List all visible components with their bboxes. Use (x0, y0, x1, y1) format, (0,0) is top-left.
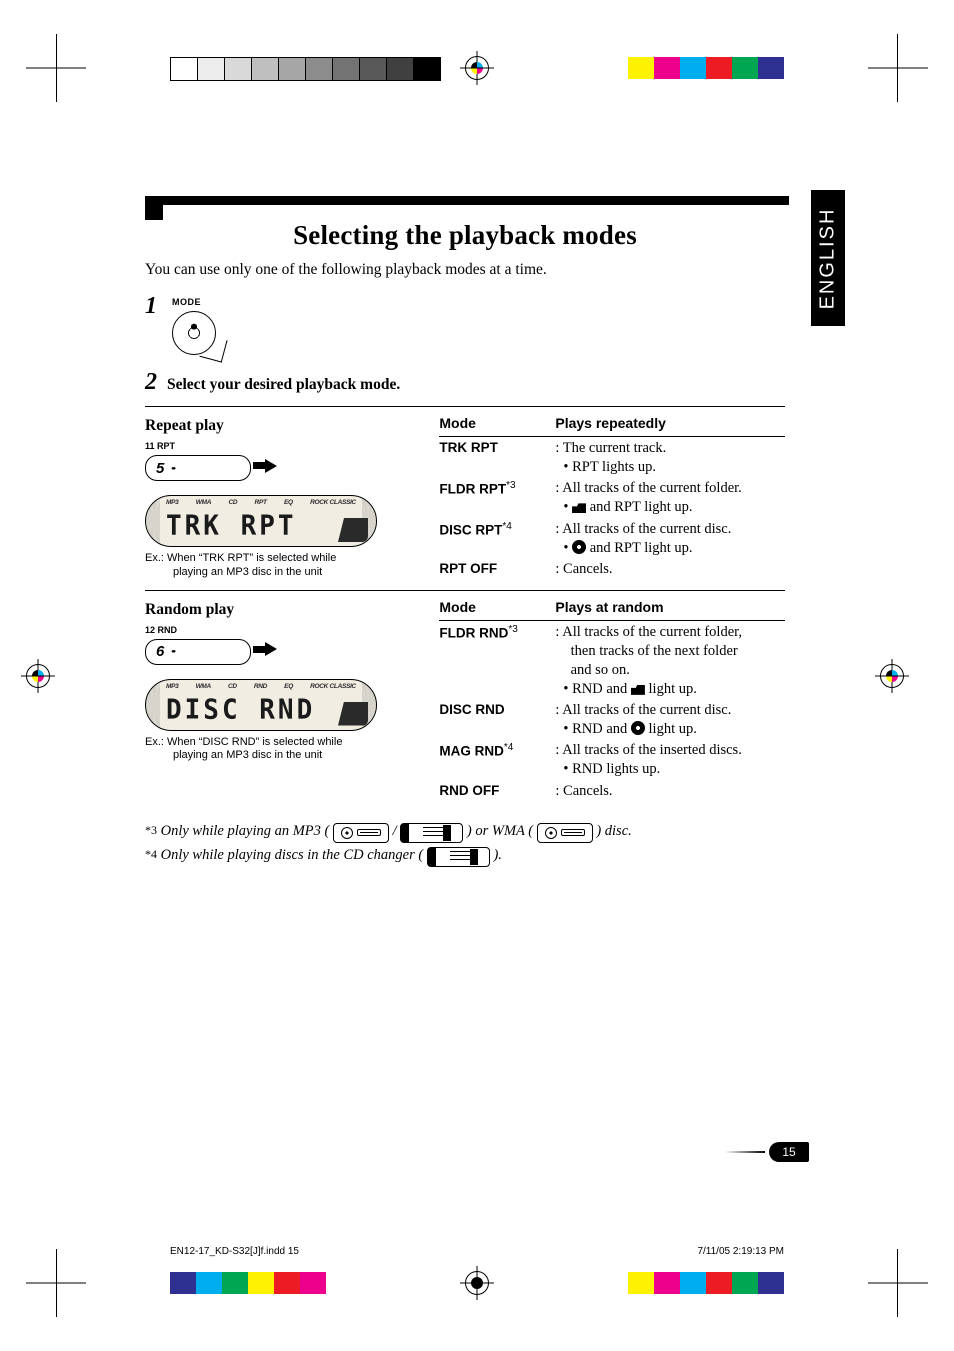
crop-mark (836, 34, 928, 102)
disc-icon (572, 540, 586, 554)
lead-text: You can use only one of the following pl… (145, 261, 809, 279)
lcd-ann: RND (254, 683, 267, 690)
crop-mark (26, 34, 118, 102)
table-row: RPT OFF: Cancels. (439, 558, 785, 579)
lcd-ann: WMA (196, 683, 211, 690)
disc-in-unit-icon (537, 823, 593, 843)
th-mode: Mode (439, 415, 555, 431)
repeat-block: Repeat play 11 RPT 5 ••• MP3 WMA CD RPT … (145, 406, 785, 580)
folder-icon (572, 503, 586, 513)
preset-number: 6 (156, 643, 164, 660)
step-2-text: Select your desired playback mode. (167, 376, 400, 394)
lcd-ann: EQ (284, 499, 293, 506)
table-header: Mode Plays at random (439, 595, 785, 621)
step-number: 1 (145, 293, 157, 320)
lcd-ann: WMA (196, 499, 211, 506)
table-row: RND OFF: Cancels. (439, 780, 785, 801)
footnote-mark: *4 (145, 847, 157, 861)
arrow-icon (265, 642, 277, 656)
lcd-display: MP3 WMA CD RPT EQ ROCK CLASSIC TRK RPT (145, 495, 377, 547)
crop-mark (26, 1249, 118, 1317)
lcd-display: MP3 WMA CD RND EQ ROCK CLASSIC DISC RND (145, 679, 377, 731)
th-mode: Mode (439, 599, 555, 615)
mode-knob-icon (172, 311, 216, 355)
imprint-file: EN12-17_KD-S32[J]f.indd 15 (170, 1246, 299, 1257)
lcd-ann: MP3 (166, 683, 178, 690)
th-desc: Plays repeatedly (555, 415, 785, 431)
folder-icon (631, 685, 645, 695)
table-row: MAG RND*4: All tracks of the inserted di… (439, 739, 785, 779)
step-number: 2 (145, 369, 157, 396)
footnotes: *3 Only while playing an MP3 ( / ) or WM… (145, 823, 809, 867)
random-block: Random play 12 RND 6 ••• MP3 WMA CD RND … (145, 590, 785, 801)
lcd-caption: Ex.: When “TRK RPT” is selected while pl… (145, 552, 375, 580)
registration-mark (880, 664, 904, 688)
step-1: 1 MODE (145, 293, 809, 355)
color-bar (170, 1272, 326, 1294)
grayscale-bar (170, 57, 440, 79)
th-desc: Plays at random (555, 599, 785, 615)
disc-in-unit-icon (333, 823, 389, 843)
lcd-ann: ROCK CLASSIC (310, 683, 356, 690)
arrow-icon (265, 459, 277, 473)
footnote-mark: *3 (145, 823, 157, 837)
preset-button: 6 ••• (145, 639, 251, 665)
language-tab: ENGLISH (811, 190, 845, 326)
cd-changer-icon (427, 847, 490, 867)
header-rule (145, 196, 789, 205)
page-number: 15 (769, 1142, 809, 1162)
preset-button: 5 ••• (145, 455, 251, 481)
language-tab-label: ENGLISH (817, 207, 840, 309)
random-heading: Random play (145, 601, 431, 619)
preset-caption: 12 RND (145, 625, 431, 635)
lcd-ann: EQ (284, 683, 293, 690)
crop-mark (836, 1249, 928, 1317)
disc-icon (631, 721, 645, 735)
color-bar (628, 1272, 784, 1294)
lcd-disc-icon (338, 702, 368, 726)
step-2: 2 Select your desired playback mode. (145, 369, 809, 396)
registration-mark (465, 56, 489, 80)
lcd-ann: RPT (255, 499, 267, 506)
table-row: FLDR RND*3: All tracks of the current fo… (439, 621, 785, 700)
page-title: Selecting the playback modes (145, 220, 785, 251)
preset-number: 5 (156, 460, 164, 477)
lcd-disc-icon (338, 518, 368, 542)
preset-dots-icon: ••• (171, 464, 173, 473)
registration-mark (465, 1271, 489, 1295)
lcd-ann: CD (228, 499, 237, 506)
table-row: DISC RPT*4: All tracks of the current di… (439, 518, 785, 558)
table-header: Mode Plays repeatedly (439, 411, 785, 437)
mode-button-caption: MODE (172, 297, 216, 307)
preset-dots-icon: ••• (171, 647, 173, 656)
cd-changer-icon (400, 823, 463, 843)
table-row: DISC RND: All tracks of the current disc… (439, 699, 785, 739)
table-row: TRK RPT: The current track.RPT lights up… (439, 437, 785, 477)
lcd-ann: MP3 (166, 499, 178, 506)
lcd-text: DISC RND (166, 694, 310, 724)
lcd-ann: ROCK CLASSIC (310, 499, 356, 506)
table-row: FLDR RPT*3: All tracks of the current fo… (439, 477, 785, 517)
lcd-text: TRK RPT (166, 510, 310, 540)
color-bar (628, 57, 784, 79)
imprint-timestamp: 7/11/05 2:19:13 PM (697, 1246, 784, 1257)
lcd-ann: CD (228, 683, 237, 690)
lcd-caption: Ex.: When “DISC RND” is selected while p… (145, 736, 375, 764)
preset-caption: 11 RPT (145, 441, 431, 451)
repeat-heading: Repeat play (145, 417, 431, 435)
registration-mark (26, 664, 50, 688)
printer-marks-top (0, 34, 954, 102)
printer-marks-bottom (0, 1249, 954, 1317)
